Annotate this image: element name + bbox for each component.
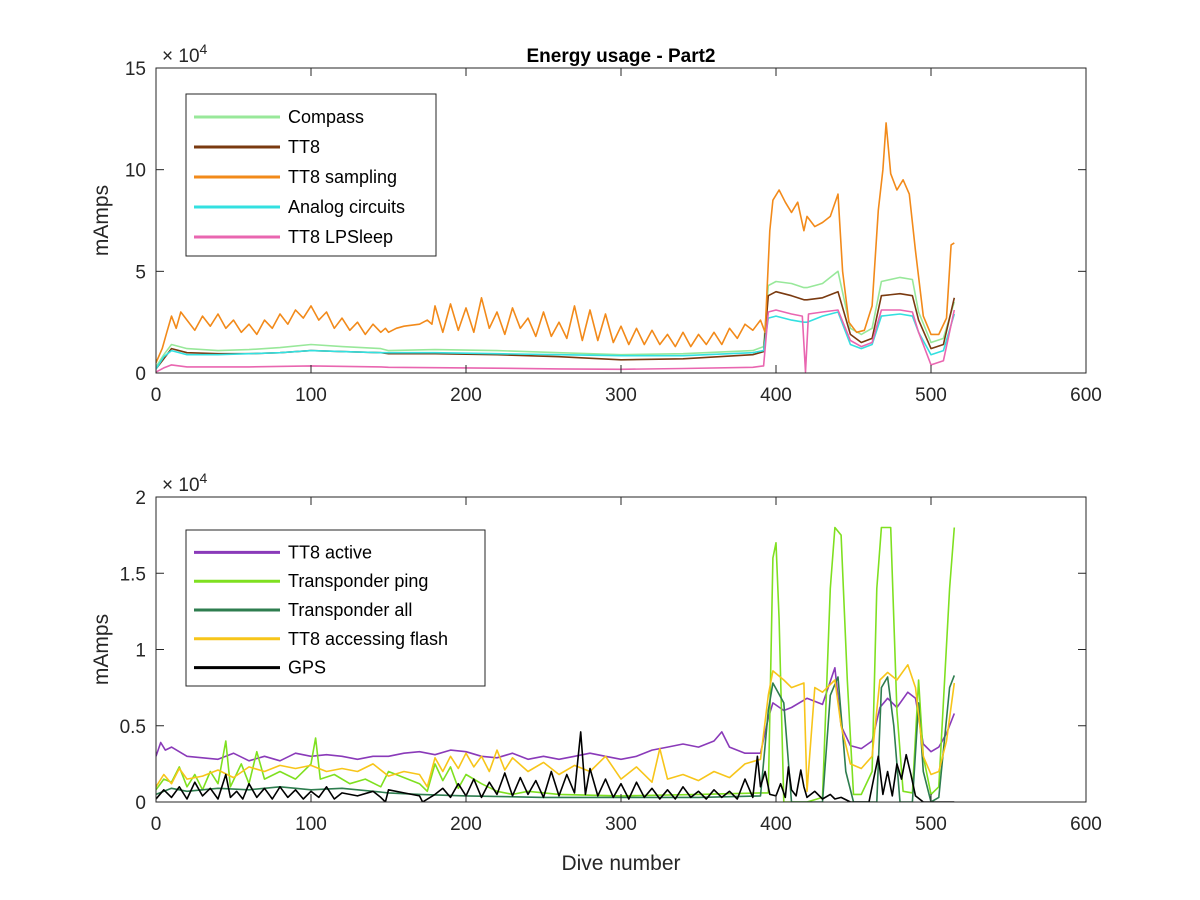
legend: Compass TT8 TT8 sampling Analog circuits TT8… — [185, 93, 437, 257]
x-tick-label: 300 — [605, 385, 637, 406]
series-line-gps — [156, 731, 955, 802]
bottom-chart-panel: 0 100 200 300 400 500 600 0 0.5 1 1.5 2 × 104 mAmps Di… — [90, 470, 1102, 875]
y-tick-label: 1.5 — [120, 564, 146, 585]
legend-item: Analog circuits — [194, 197, 405, 217]
x-tick-label: 0 — [151, 385, 162, 406]
legend-label: Transponder ping — [288, 571, 428, 591]
legend-item: Transponder all — [194, 600, 412, 620]
x-tick-label: 100 — [295, 814, 327, 835]
legend-label: TT8 accessing flash — [288, 629, 448, 649]
legend-label: TT8 LPSleep — [288, 227, 393, 247]
legend-label: TT8 — [288, 137, 320, 157]
y-tick-label: 15 — [125, 59, 146, 80]
x-tick-label: 500 — [915, 385, 947, 406]
legend: TT8 active Transponder ping Transponder al… — [185, 529, 486, 687]
x-tick-label: 500 — [915, 814, 947, 835]
series-line-transponder-ping — [156, 526, 956, 802]
legend-item: GPS — [194, 658, 326, 678]
y-tick-label: 0 — [135, 793, 146, 814]
legend-box — [185, 93, 437, 257]
legend-item: Compass — [194, 107, 364, 127]
chart-title: Energy usage - Part2 — [526, 46, 715, 67]
y-tick-label: 10 — [125, 161, 146, 182]
series-line-analog-circuits — [156, 311, 956, 370]
y-tick-label: 5 — [135, 262, 146, 283]
y-exponent-label: × 104 — [162, 41, 208, 67]
x-tick-label: 200 — [450, 814, 482, 835]
x-tick-label: 400 — [760, 814, 792, 835]
x-tick-label: 200 — [450, 385, 482, 406]
x-tick-label: 600 — [1070, 814, 1102, 835]
legend-label: TT8 active — [288, 542, 372, 562]
series-line-tt8-active — [156, 667, 956, 762]
series-lines — [156, 526, 956, 802]
y-tick-label: 1 — [135, 641, 146, 662]
y-tick-label: 0 — [135, 364, 146, 385]
y-exponent-label: × 104 — [162, 470, 208, 496]
legend-item: TT8 LPSleep — [194, 227, 393, 247]
series-line-tt8-lpsleep — [156, 309, 956, 373]
y-tick-label: 2 — [135, 488, 146, 509]
legend-item: TT8 accessing flash — [194, 629, 448, 649]
series-line-tt8-accessing-flash — [156, 664, 956, 793]
x-tick-label: 300 — [605, 814, 637, 835]
y-axis-label: mAmps — [90, 614, 113, 685]
series-line-transponder-all — [156, 675, 956, 802]
legend-label: Transponder all — [288, 600, 412, 620]
y-axis-label: mAmps — [90, 185, 113, 256]
top-chart-panel: 0 100 200 300 400 500 600 0 5 10 15 × 104 Energy usa… — [90, 41, 1102, 406]
y-tick-label: 0.5 — [120, 717, 146, 738]
legend-item: TT8 — [194, 137, 320, 157]
legend-item: TT8 active — [194, 542, 372, 562]
legend-label: TT8 sampling — [288, 167, 397, 187]
x-axis-label: Dive number — [561, 852, 680, 875]
legend-label: Analog circuits — [288, 197, 405, 217]
legend-label: GPS — [288, 658, 326, 678]
x-tick-label: 400 — [760, 385, 792, 406]
series-lines — [156, 122, 956, 373]
legend-label: Compass — [288, 107, 364, 127]
x-tick-label: 100 — [295, 385, 327, 406]
x-tick-label: 0 — [151, 814, 162, 835]
legend-box — [185, 529, 486, 687]
x-tick-label: 600 — [1070, 385, 1102, 406]
legend-item: Transponder ping — [194, 571, 428, 591]
series-line-tt8-sampling — [156, 122, 955, 364]
legend-item: TT8 sampling — [194, 167, 397, 187]
